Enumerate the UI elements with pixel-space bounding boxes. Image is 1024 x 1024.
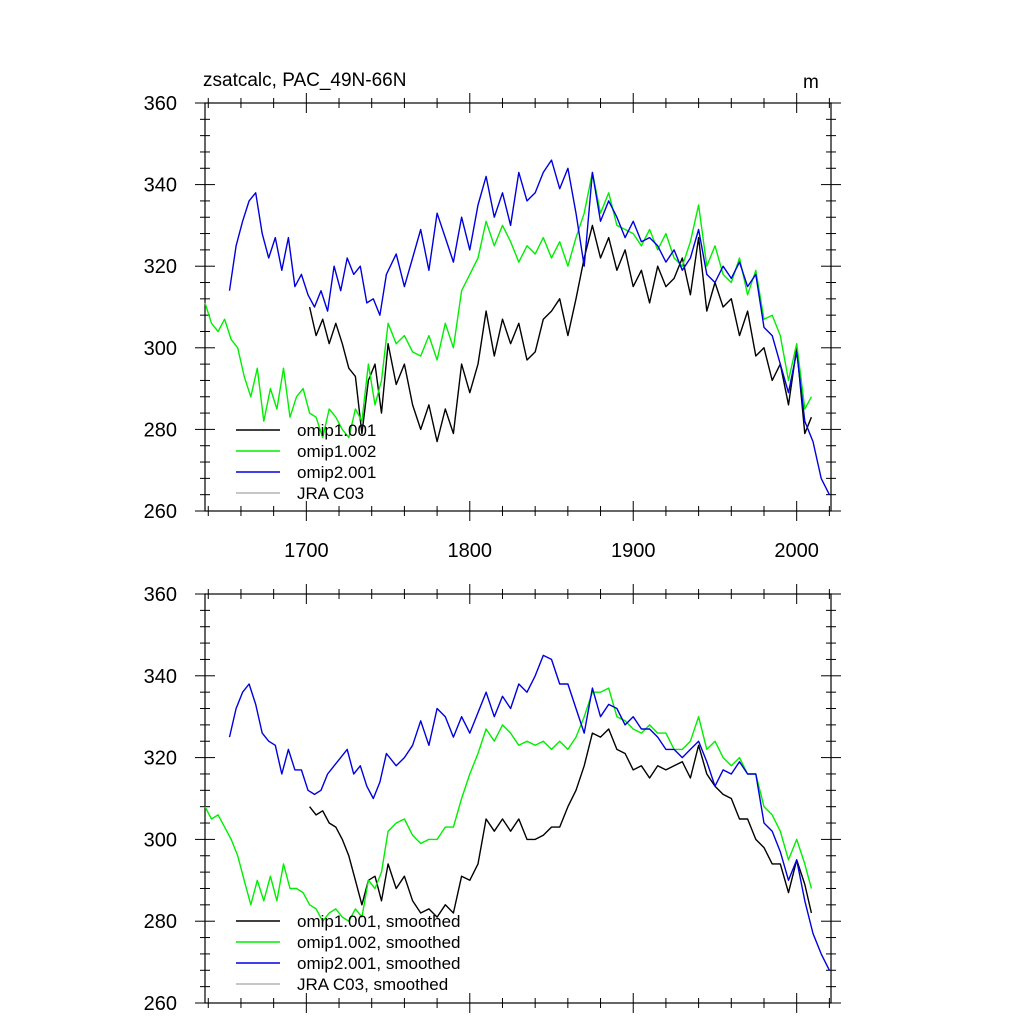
plot-title: zsatcalc, PAC_49N-66N bbox=[203, 70, 406, 91]
series-line-omip2-001 bbox=[228, 654, 831, 971]
series-line-omip1-001 bbox=[309, 728, 813, 918]
y-tick-label: 320 bbox=[144, 256, 177, 278]
y-tick-label: 260 bbox=[144, 501, 177, 523]
y-tick-label: 340 bbox=[144, 175, 177, 197]
legend-label: omip1.001 bbox=[297, 421, 376, 440]
x-tick-label: 1800 bbox=[448, 540, 493, 562]
plot-frame-0 bbox=[204, 102, 832, 512]
units-label: m bbox=[803, 72, 819, 93]
y-tick-label: 340 bbox=[144, 666, 177, 688]
legend-label: JRA C03 bbox=[297, 484, 364, 503]
y-tick-label: 280 bbox=[144, 419, 177, 441]
legend-label: JRA C03, smoothed bbox=[297, 975, 448, 994]
x-tick-label: 1700 bbox=[284, 540, 329, 562]
legend-label: omip1.002 bbox=[297, 442, 376, 461]
y-tick-label: 300 bbox=[144, 829, 177, 851]
y-tick-label: 280 bbox=[144, 911, 177, 933]
series-line-omip1-001 bbox=[308, 224, 813, 443]
y-tick-label: 320 bbox=[144, 748, 177, 770]
series-line-omip2-001 bbox=[228, 159, 831, 496]
x-tick-label: 2000 bbox=[774, 540, 819, 562]
legend-label: omip1.002, smoothed bbox=[297, 933, 461, 952]
x-tick-label: 1900 bbox=[611, 540, 656, 562]
legend-label: omip2.001 bbox=[297, 463, 376, 482]
legend-label: omip2.001, smoothed bbox=[297, 954, 461, 973]
series-line-omip1-002 bbox=[204, 171, 813, 439]
y-tick-label: 260 bbox=[144, 993, 177, 1015]
series-line-omip1-002 bbox=[204, 687, 813, 922]
y-tick-label: 300 bbox=[144, 338, 177, 360]
plot-frame-1 bbox=[204, 593, 832, 1004]
bottom-panel: 260 280 300 320 340 360 omip1.001, smoothed omi… bbox=[144, 584, 841, 1015]
legend-label: omip1.001, smoothed bbox=[297, 912, 461, 931]
top-panel: 260 280 300 320 340 360 1700 1800 1900 2000 omip1.… bbox=[144, 93, 841, 562]
y-tick-label: 360 bbox=[144, 93, 177, 115]
y-tick-label: 360 bbox=[144, 584, 177, 606]
